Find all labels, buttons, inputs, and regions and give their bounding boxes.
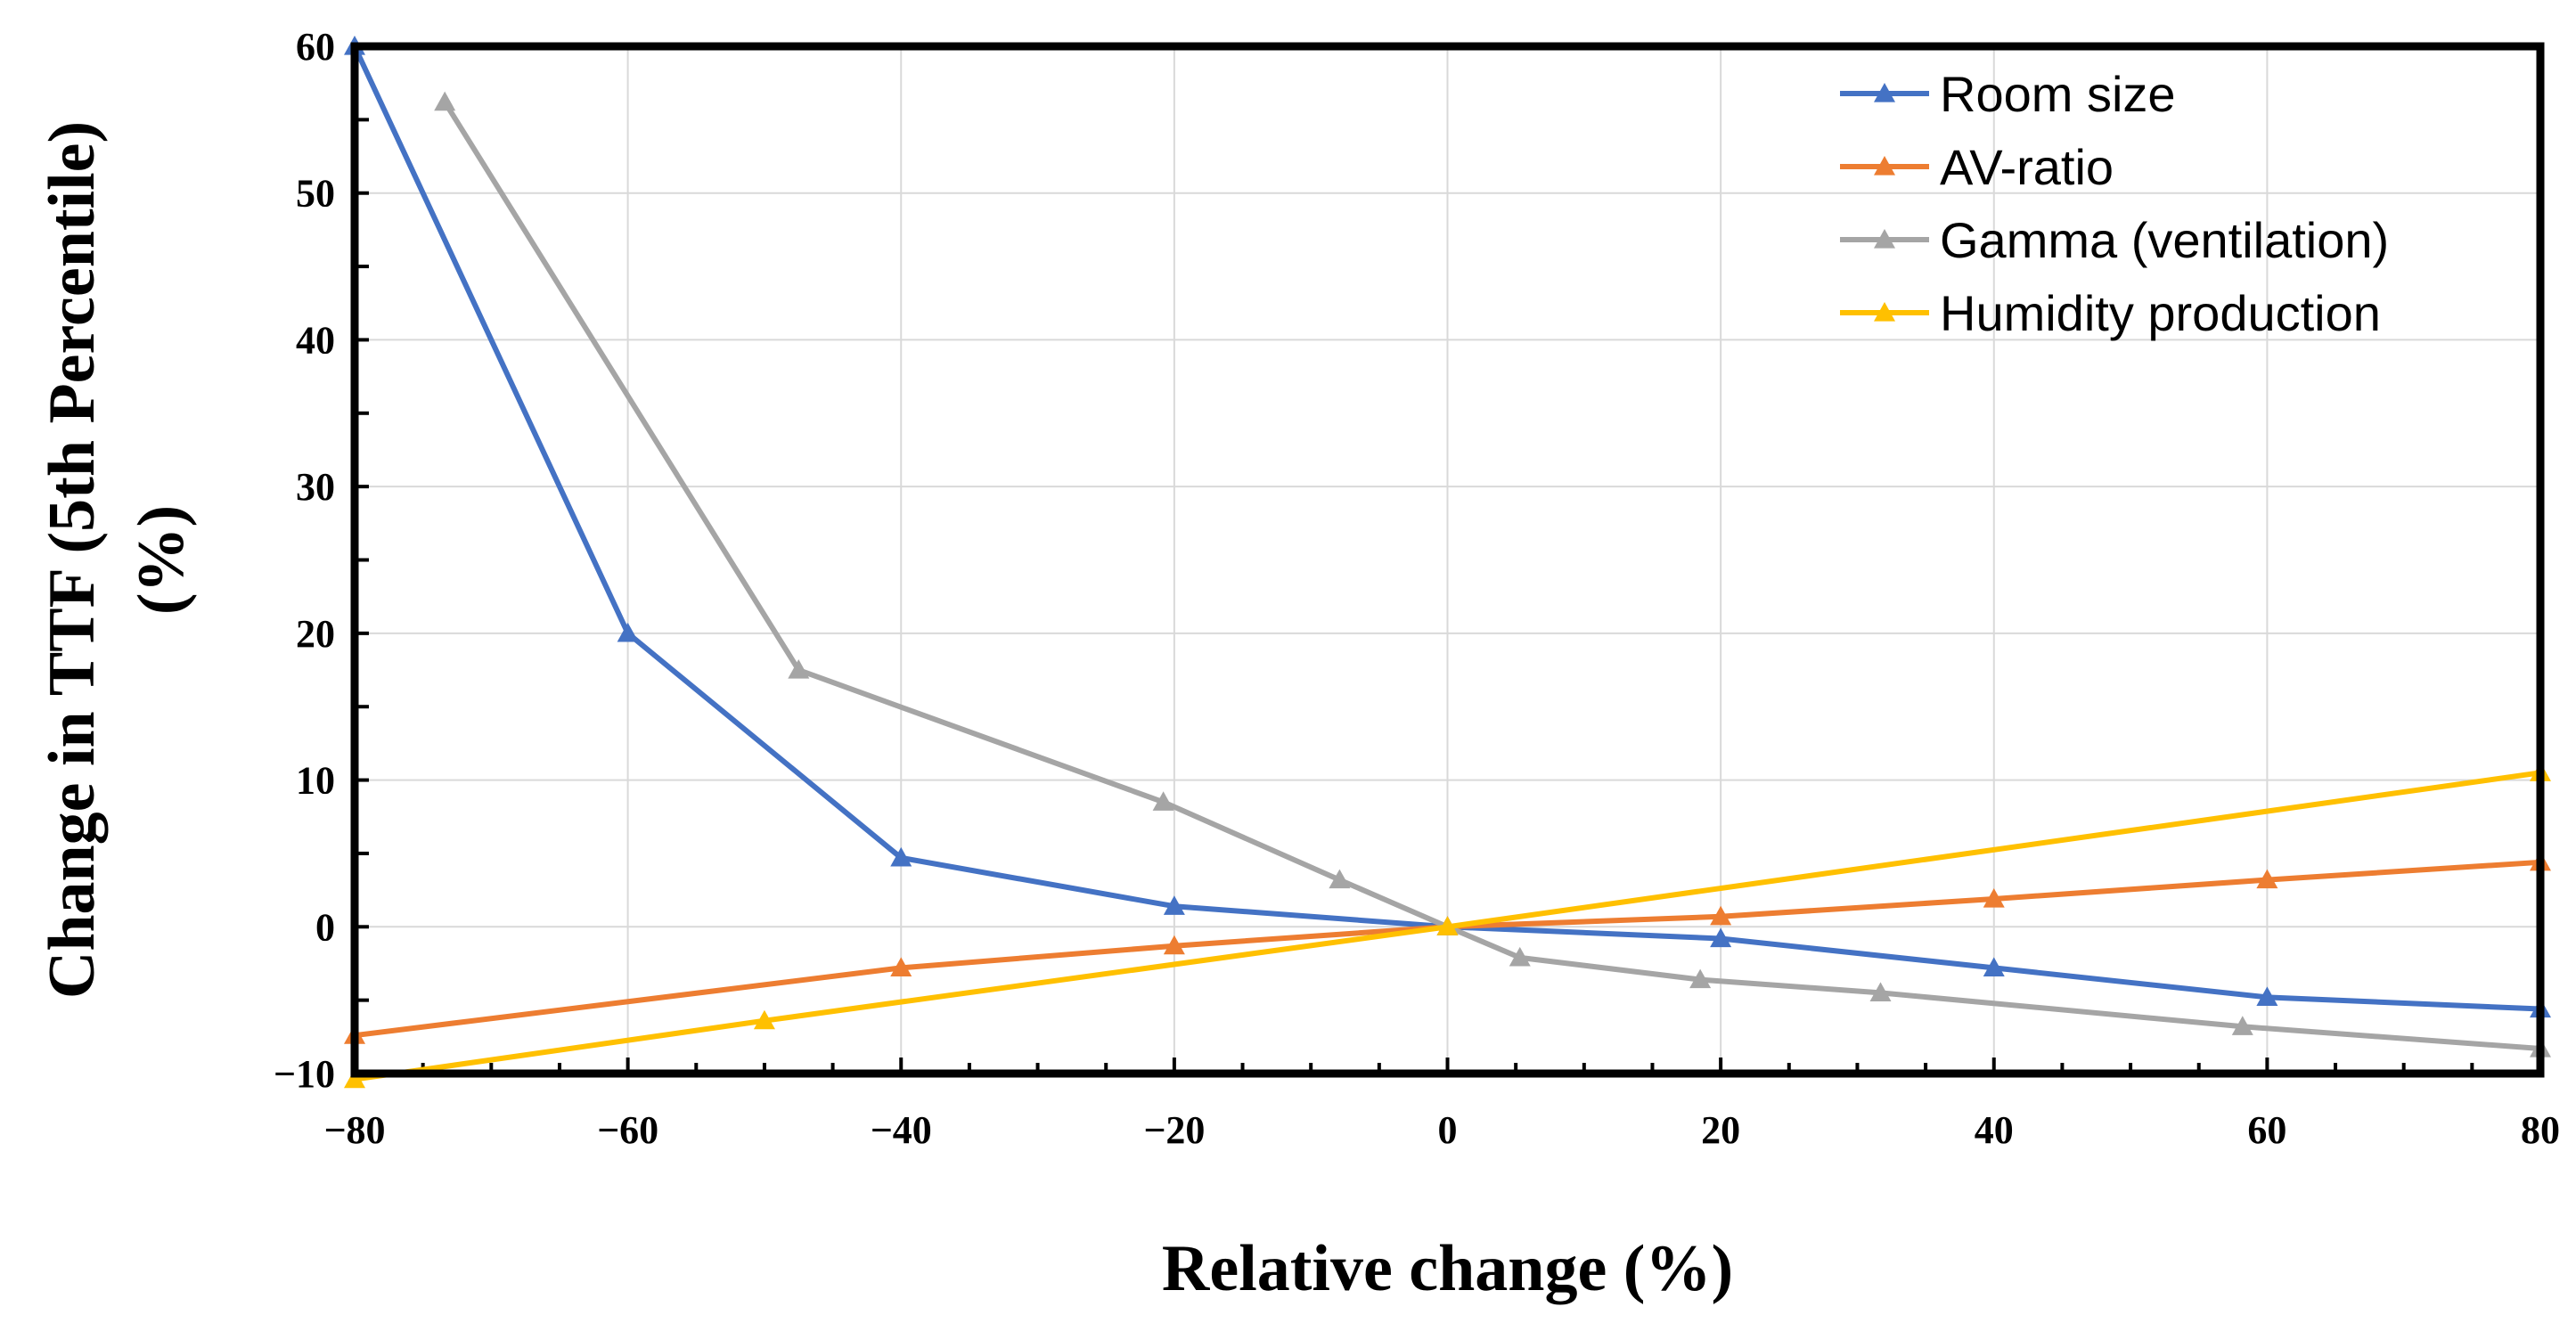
x-tick-label: 80 bbox=[2521, 1108, 2560, 1152]
x-tick-label: −80 bbox=[323, 1108, 385, 1152]
data-point-marker bbox=[1509, 946, 1531, 967]
x-tick-label: 20 bbox=[1701, 1108, 1740, 1152]
legend-label: AV-ratio bbox=[1940, 139, 2114, 195]
y-tick-label: 30 bbox=[296, 465, 335, 509]
series-line bbox=[442, 101, 2541, 1051]
x-tick-label: −60 bbox=[597, 1108, 658, 1152]
x-tick-label: 60 bbox=[2247, 1108, 2286, 1152]
y-axis-title-line1: Change in TTF (5th Percentile) bbox=[36, 121, 109, 999]
legend-swatch-marker bbox=[1874, 229, 1895, 249]
data-point-marker bbox=[1163, 935, 1185, 955]
y-axis-title-line2: (%) bbox=[125, 505, 198, 615]
legend-swatch-marker bbox=[1874, 83, 1895, 102]
data-point-marker bbox=[1152, 791, 1174, 811]
data-point-marker bbox=[2231, 1016, 2253, 1035]
data-point-marker bbox=[1710, 905, 1732, 926]
x-tick-label: −40 bbox=[871, 1108, 932, 1152]
data-point-marker bbox=[1869, 982, 1892, 1002]
data-point-marker bbox=[1983, 887, 2005, 908]
data-point-marker bbox=[2256, 986, 2278, 1006]
y-tick-labels: −10 0 10 20 30 40 50 60 bbox=[274, 25, 335, 1096]
y-tick-label: 60 bbox=[296, 25, 335, 69]
data-point-marker bbox=[890, 846, 912, 867]
y-tick-label: 10 bbox=[296, 759, 335, 803]
data-point-marker bbox=[617, 622, 639, 642]
y-tick-label: 50 bbox=[296, 172, 335, 216]
legend-label: Gamma (ventilation) bbox=[1940, 212, 2389, 268]
data-point-marker bbox=[788, 659, 810, 679]
legend: Room size AV-ratio Gamma (ventilation) Humi… bbox=[1840, 66, 2389, 341]
data-point-marker bbox=[1689, 968, 1712, 989]
legend-swatch-marker bbox=[1874, 156, 1895, 176]
data-point-marker bbox=[890, 957, 912, 977]
plot-frame bbox=[350, 42, 2545, 1078]
series-line bbox=[354, 770, 2541, 1082]
data-point-marker bbox=[1163, 895, 1185, 915]
series-layer bbox=[344, 36, 2551, 1089]
x-tick-label: 40 bbox=[1975, 1108, 2014, 1152]
x-tick-label: −20 bbox=[1143, 1108, 1205, 1152]
legend-swatch-marker bbox=[1874, 302, 1895, 322]
data-point-marker bbox=[1710, 927, 1732, 948]
legend-item: AV-ratio bbox=[1840, 139, 2114, 195]
legend-label: Humidity production bbox=[1940, 285, 2381, 341]
data-point-marker bbox=[2256, 869, 2278, 889]
y-tick-label: 0 bbox=[315, 905, 335, 949]
data-point-marker bbox=[344, 1068, 365, 1089]
legend-item: Gamma (ventilation) bbox=[1840, 212, 2389, 268]
data-point-marker bbox=[1436, 916, 1459, 935]
series-gamma-ventilation bbox=[434, 91, 2551, 1058]
y-axis-title: Change in TTF (5th Percentile) (%) bbox=[36, 121, 198, 999]
legend-item: Humidity production bbox=[1840, 285, 2381, 341]
y-tick-label: 40 bbox=[296, 318, 335, 362]
legend-label: Room size bbox=[1940, 66, 2176, 122]
x-axis-title: Relative change (%) bbox=[1162, 1232, 1733, 1305]
data-point-marker bbox=[1983, 957, 2005, 977]
legend-item: Room size bbox=[1840, 66, 2176, 122]
x-tick-label: 0 bbox=[1438, 1108, 1458, 1152]
y-tick-label: 20 bbox=[296, 612, 335, 656]
data-point-marker bbox=[1329, 869, 1351, 889]
data-point-marker bbox=[753, 1009, 775, 1030]
data-point-marker bbox=[434, 91, 456, 111]
x-tick-labels: −80 −60 −40 −20 0 20 40 60 80 bbox=[323, 1108, 2560, 1152]
series-line bbox=[354, 859, 2541, 1039]
y-tick-label: −10 bbox=[274, 1052, 335, 1096]
